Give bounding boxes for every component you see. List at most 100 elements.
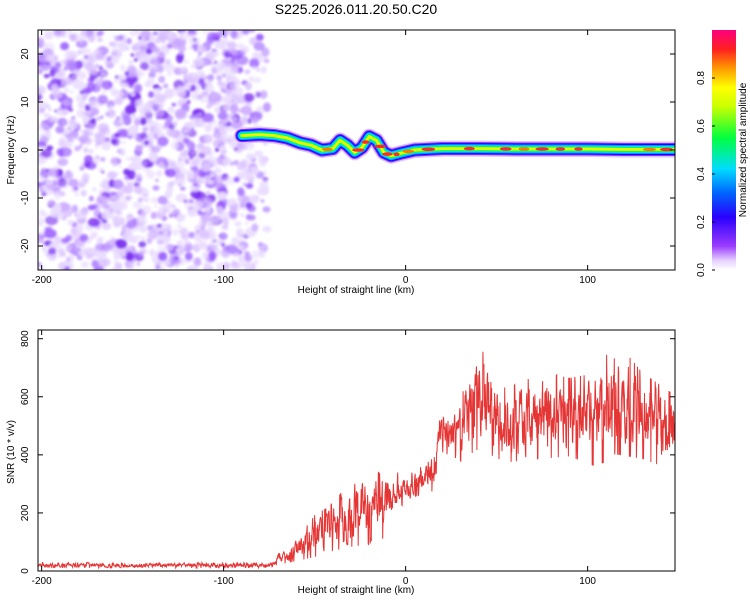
- noise-blob: [80, 208, 89, 216]
- noise-blob: [215, 60, 224, 71]
- noise-blob: [162, 208, 168, 215]
- noise-blob: [219, 144, 227, 151]
- noise-blob: [227, 41, 237, 50]
- noise-blob: [114, 222, 119, 226]
- noise-blob: [49, 253, 57, 260]
- noise-blob: [193, 109, 200, 114]
- ridge-hotspot: [535, 147, 549, 151]
- noise-blob: [251, 65, 257, 71]
- noise-blob: [134, 98, 143, 109]
- noise-blob: [216, 69, 222, 75]
- noise-blob: [206, 191, 211, 195]
- noise-blob: [142, 126, 149, 132]
- noise-blob: [146, 122, 153, 128]
- noise-blob: [95, 155, 100, 160]
- noise-blob: [167, 161, 176, 168]
- y-tick-label: 0: [20, 147, 31, 153]
- noise-blob: [264, 58, 270, 64]
- noise-blob: [101, 142, 111, 151]
- noise-blob: [208, 251, 217, 261]
- noise-blob: [180, 151, 188, 157]
- noise-blob: [41, 192, 47, 197]
- noise-blob: [191, 91, 201, 101]
- noise-blob: [112, 34, 115, 38]
- noise-blob: [225, 87, 234, 94]
- noise-blob: [83, 162, 91, 168]
- noise-blob: [82, 247, 87, 251]
- noise-blob: [126, 156, 130, 160]
- noise-blob: [157, 251, 168, 261]
- noise-blob: [132, 132, 138, 140]
- noise-blob: [57, 178, 67, 187]
- noise-blob: [158, 162, 166, 169]
- noise-blob: [132, 226, 139, 232]
- noise-blob: [229, 94, 233, 98]
- noise-blob: [57, 254, 62, 258]
- spectrogram-noise-field: [38, 30, 272, 270]
- colorbar-gradient: [712, 30, 736, 270]
- noise-blob: [62, 34, 67, 38]
- ridge-hotspot: [574, 147, 583, 151]
- noise-blob: [127, 170, 136, 180]
- x-tick-label: 0: [403, 576, 409, 587]
- noise-blob: [254, 77, 261, 84]
- noise-blob: [101, 222, 112, 230]
- ridge-hotspot: [374, 144, 387, 149]
- noise-blob: [127, 195, 133, 201]
- x-tick-label: -200: [32, 275, 52, 286]
- noise-blob: [238, 255, 246, 263]
- noise-blob: [114, 132, 121, 138]
- noise-blob: [139, 251, 144, 257]
- noise-blob: [113, 79, 118, 84]
- noise-blob: [138, 197, 143, 202]
- noise-blob: [260, 245, 264, 249]
- noise-blob: [222, 47, 227, 53]
- noise-blob: [200, 212, 211, 223]
- noise-blob: [171, 228, 180, 236]
- noise-blob: [148, 153, 158, 163]
- noise-blob: [249, 58, 260, 69]
- ridge-hotspot: [402, 149, 415, 154]
- noise-blob: [139, 225, 148, 233]
- noise-blob: [113, 259, 119, 264]
- noise-blob: [229, 103, 239, 113]
- noise-blob: [216, 74, 223, 81]
- colorbar-ticks: 0.0 0.2 0.4 0.6 0.8: [696, 71, 715, 277]
- noise-blob: [130, 53, 135, 57]
- noise-blob: [217, 191, 228, 200]
- ridge-hotspot: [352, 148, 365, 152]
- noise-blob: [167, 106, 175, 114]
- noise-blob: [155, 108, 165, 118]
- noise-blob: [239, 120, 243, 125]
- noise-blob: [62, 120, 68, 125]
- noise-blob: [97, 30, 105, 36]
- spectrogram-y-label: Frequency (Hz): [6, 116, 17, 185]
- noise-blob: [235, 228, 244, 238]
- colorbar: 0.0 0.2 0.4 0.6 0.8 Normalized spectral ampl…: [696, 30, 749, 277]
- noise-blob: [219, 186, 226, 192]
- noise-blob: [214, 107, 220, 114]
- ridge-hotspot: [642, 147, 657, 152]
- noise-blob: [146, 225, 154, 231]
- noise-blob: [177, 85, 186, 93]
- noise-blob: [207, 74, 214, 81]
- noise-blob: [69, 89, 74, 94]
- noise-blob: [182, 137, 190, 144]
- noise-blob: [239, 202, 246, 208]
- spectrogram-ridge: [233, 126, 675, 164]
- noise-blob: [55, 125, 65, 134]
- noise-blob: [195, 148, 202, 153]
- noise-blob: [102, 90, 106, 95]
- noise-blob: [41, 148, 52, 158]
- noise-blob: [198, 94, 209, 104]
- noise-blob: [245, 214, 252, 221]
- x-tick-label: 0: [403, 275, 409, 286]
- noise-blob: [136, 216, 145, 224]
- noise-blob: [97, 37, 103, 42]
- ridge-hotspot: [659, 147, 674, 152]
- ridge-hotspot: [361, 140, 370, 144]
- noise-blob: [83, 119, 89, 126]
- noise-blob: [155, 265, 160, 270]
- noise-blob: [204, 83, 215, 93]
- noise-blob: [242, 182, 247, 187]
